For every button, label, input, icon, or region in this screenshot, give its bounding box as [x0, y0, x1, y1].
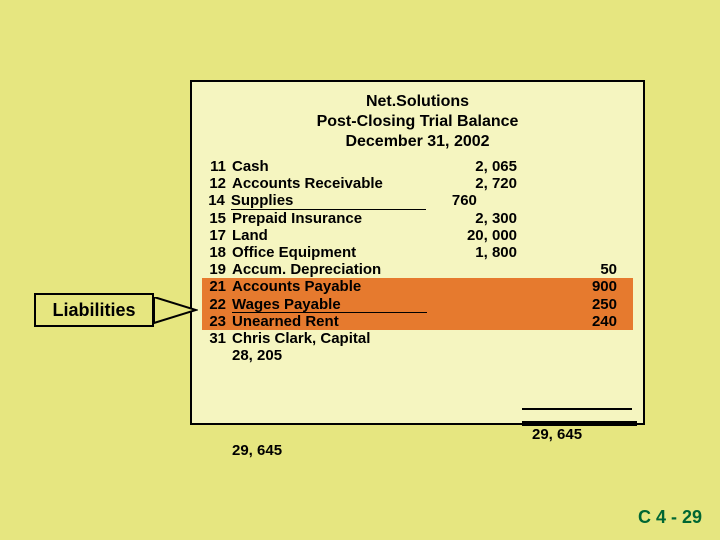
- account-number: 14: [202, 192, 225, 209]
- heading-line-2: Post-Closing Trial Balance: [192, 112, 643, 132]
- debit-value: [427, 313, 517, 330]
- liabilities-callout: Liabilities: [34, 293, 154, 327]
- panel-heading: Net.Solutions Post-Closing Trial Balance…: [192, 82, 643, 158]
- debit-value: 2, 720: [427, 175, 517, 192]
- debit-value: 1, 800: [427, 244, 517, 261]
- credit-value: 250: [517, 296, 617, 313]
- table-row: 11 Cash2, 065: [202, 158, 633, 175]
- account-number: 23: [202, 313, 226, 330]
- table-row: 23 Unearned Rent 240: [202, 313, 633, 330]
- account-number: 18: [202, 244, 226, 261]
- pointer-arrow-icon: [148, 297, 198, 327]
- credit-value: [517, 330, 617, 347]
- total-credit: 29, 645: [532, 426, 582, 443]
- credit-value: [517, 227, 617, 244]
- account-name: 28, 205: [232, 347, 427, 364]
- account-name: Supplies: [231, 192, 426, 209]
- credit-value: [517, 244, 617, 261]
- debit-value: [427, 278, 517, 295]
- credit-value: 900: [517, 278, 617, 295]
- account-name: Office Equipment: [232, 244, 427, 261]
- table-row: 21 Accounts Payable 900: [202, 278, 633, 295]
- rows-container: 11Cash2, 06512Accounts Receivable2, 7201…: [192, 158, 643, 364]
- trial-balance-panel: Net.Solutions Post-Closing Trial Balance…: [190, 80, 645, 425]
- heading-line-1: Net.Solutions: [192, 92, 643, 112]
- debit-value: 2, 065: [427, 158, 517, 175]
- debit-value: 2, 300: [427, 210, 517, 227]
- rule-credit-top: [522, 408, 632, 410]
- credit-value: [517, 175, 617, 192]
- credit-value: [517, 210, 617, 227]
- credit-value: [538, 192, 633, 209]
- debit-value: [427, 330, 517, 347]
- table-row: 15 Prepaid Insurance2, 300: [202, 210, 633, 227]
- debit-value: 20, 000: [427, 227, 517, 244]
- table-row: 28, 205: [202, 347, 633, 364]
- account-number: 31: [202, 330, 226, 347]
- account-name: Unearned Rent: [232, 313, 427, 330]
- slide-number: C 4 - 29: [638, 507, 702, 528]
- account-name: Cash: [232, 158, 427, 175]
- debit-value: 760: [426, 192, 538, 209]
- total-debit: 29, 645: [232, 442, 282, 459]
- table-row: 17 Land20, 000: [202, 227, 633, 244]
- account-number: [202, 347, 226, 364]
- credit-value: 50: [517, 261, 617, 278]
- credit-value: [517, 347, 617, 364]
- account-number: 19: [202, 261, 226, 278]
- account-name: Wages Payable: [232, 296, 427, 313]
- account-name: Chris Clark, Capital: [232, 330, 427, 347]
- account-name: Accounts Payable: [232, 278, 427, 295]
- account-name: Prepaid Insurance: [232, 210, 427, 227]
- account-name: Accounts Receivable: [232, 175, 427, 192]
- account-number: 17: [202, 227, 226, 244]
- table-row: 22 Wages Payable 250: [202, 296, 633, 313]
- table-row: 19 Accum. Depreciation 50: [202, 261, 633, 278]
- account-number: 15: [202, 210, 226, 227]
- account-number: 12: [202, 175, 226, 192]
- table-row: 14 Supplies760: [202, 192, 633, 209]
- account-name: Accum. Depreciation: [232, 261, 427, 278]
- debit-value: [427, 261, 517, 278]
- debit-value: [427, 296, 517, 313]
- debit-value: [427, 347, 517, 364]
- liabilities-label: Liabilities: [52, 300, 135, 321]
- account-number: 21: [202, 278, 226, 295]
- account-number: 11: [202, 158, 226, 175]
- table-row: 18 Office Equipment1, 800: [202, 244, 633, 261]
- credit-value: [517, 158, 617, 175]
- account-name: Land: [232, 227, 427, 244]
- account-number: 22: [202, 296, 226, 313]
- credit-value: 240: [517, 313, 617, 330]
- table-row: 12 Accounts Receivable2, 720: [202, 175, 633, 192]
- table-row: 31 Chris Clark, Capital: [202, 330, 633, 347]
- heading-line-3: December 31, 2002: [192, 132, 643, 152]
